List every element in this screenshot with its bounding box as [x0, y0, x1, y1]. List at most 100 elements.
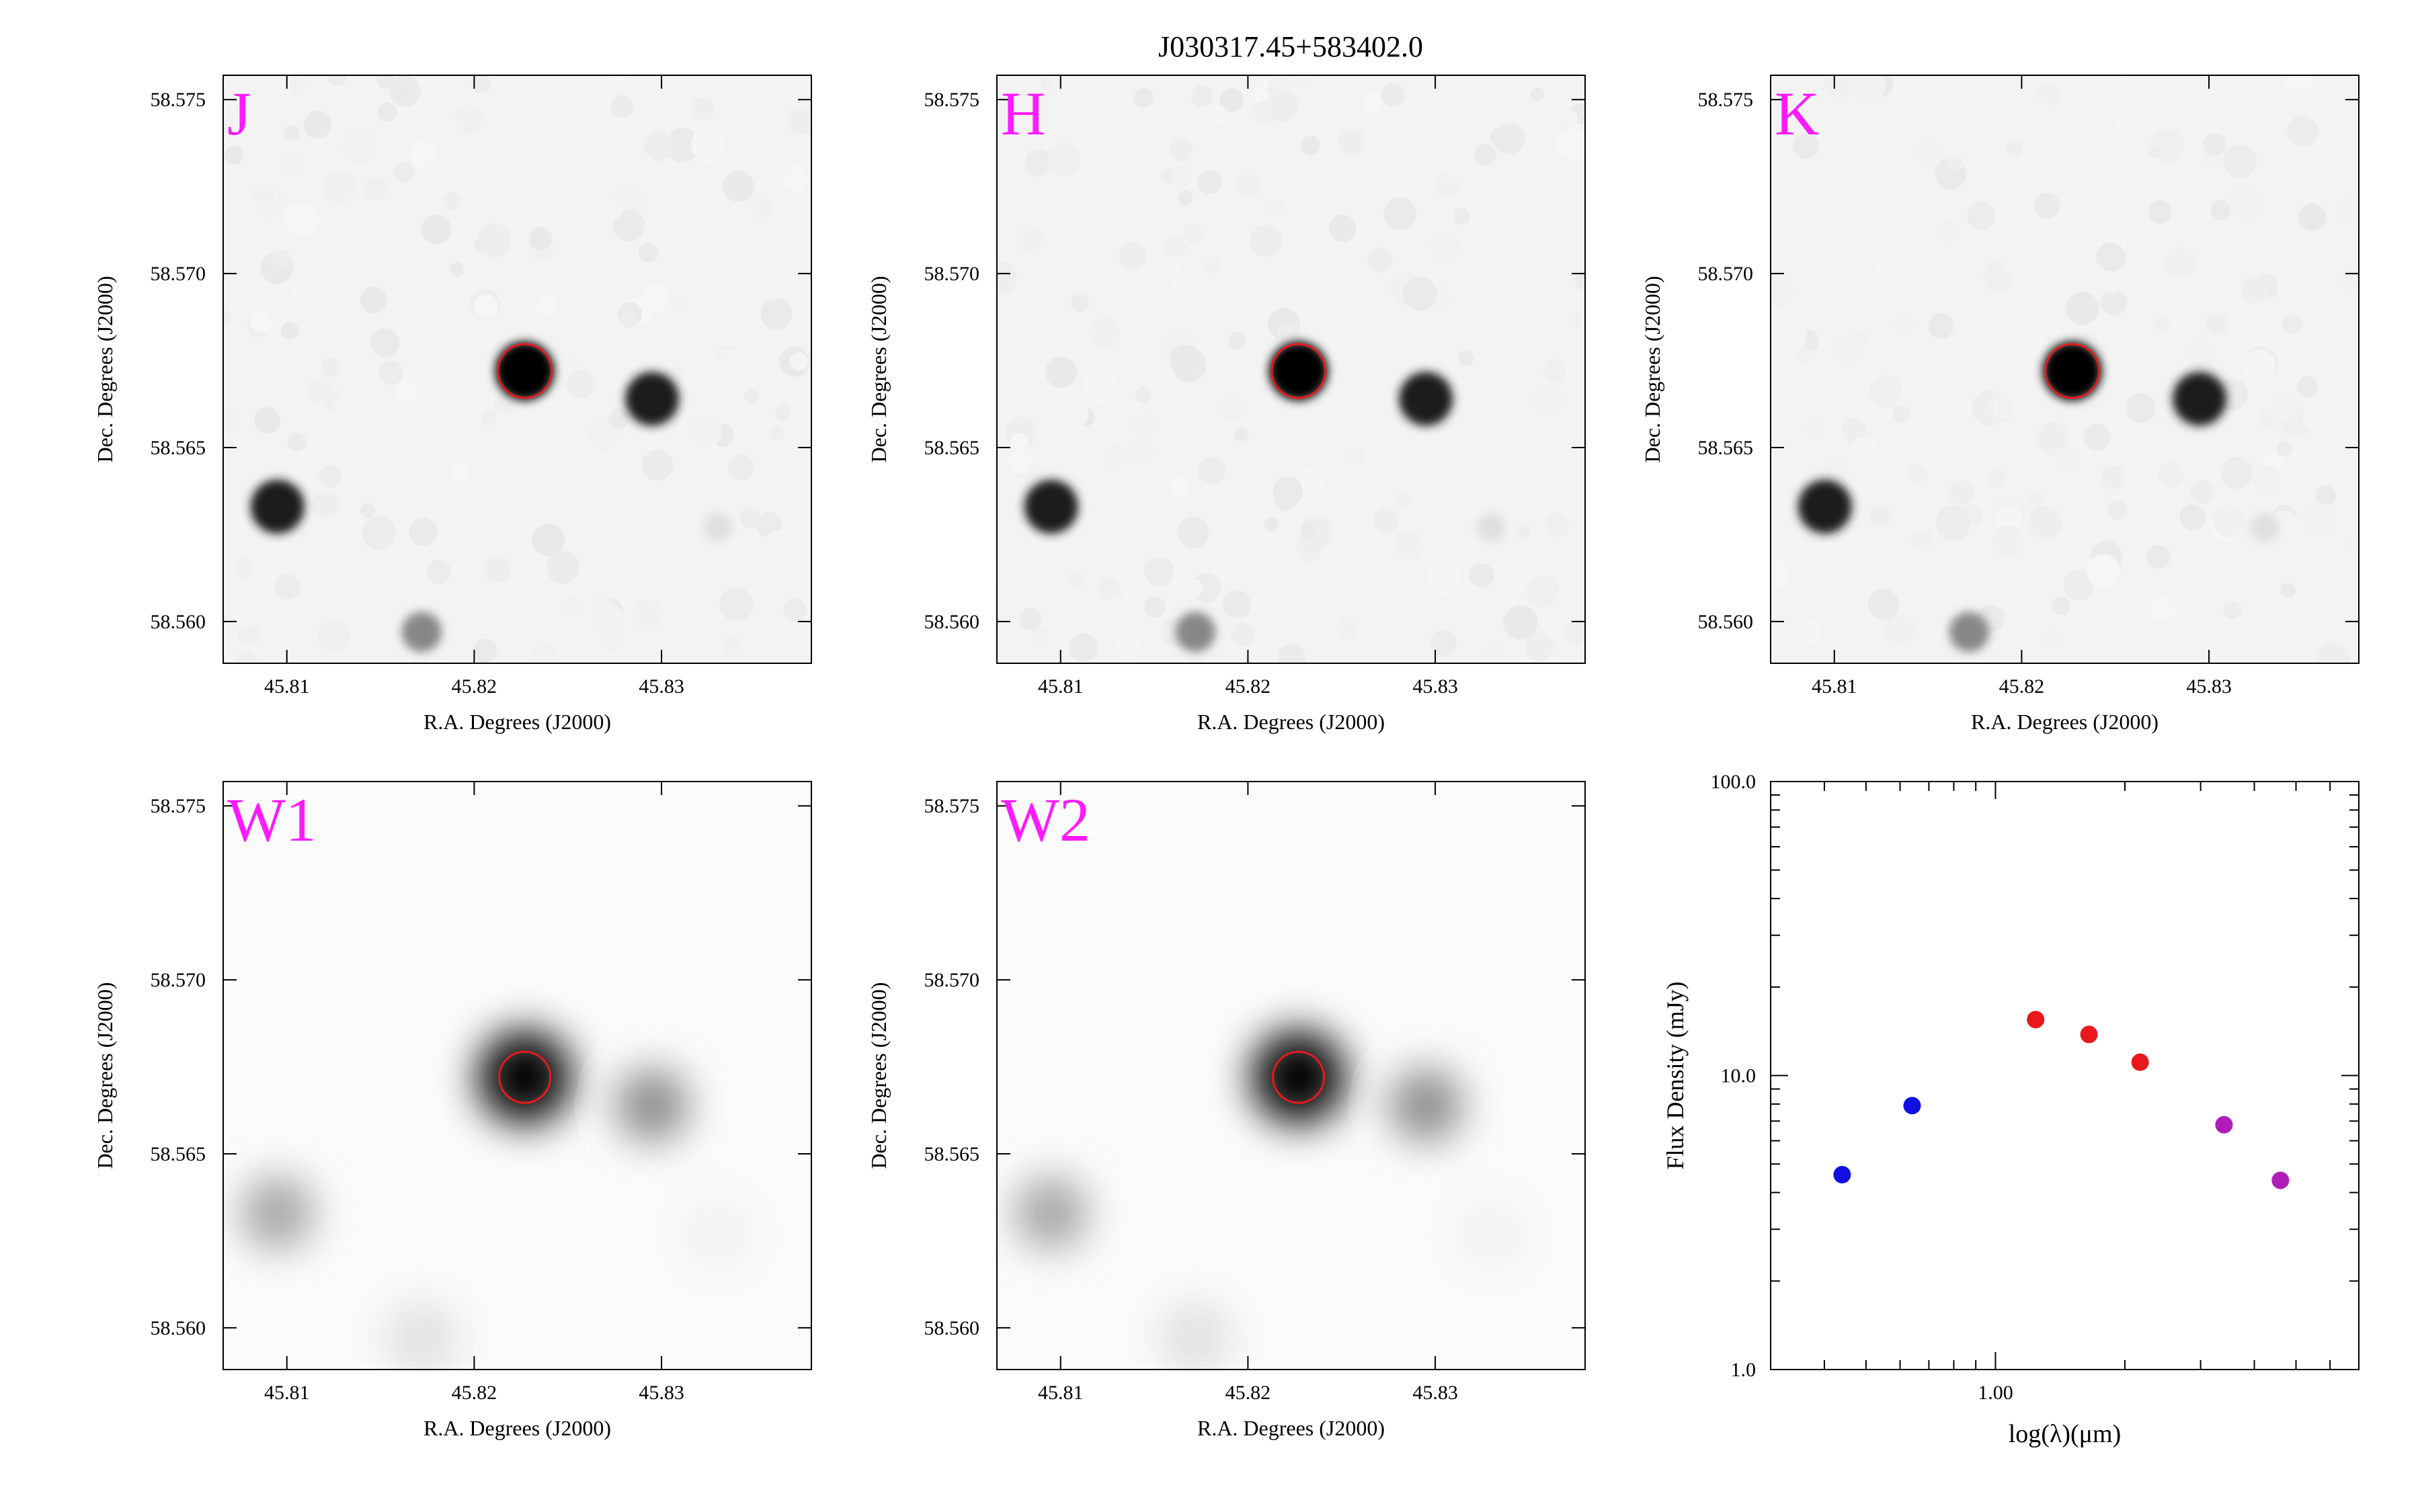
source: [1389, 1068, 1463, 1142]
sources-layer: [1024, 341, 1506, 653]
sed-frame: [1770, 781, 2360, 1370]
x-tick-label: 45.82: [452, 675, 497, 698]
y-axis-label: Flux Density (mJy): [1662, 981, 1689, 1169]
x-tick-label: 45.83: [639, 675, 684, 698]
noise-layer: [1771, 75, 2359, 663]
source: [1798, 479, 1852, 534]
y-tick-label: 58.575: [151, 795, 206, 817]
y-tick-label: 58.560: [151, 1317, 206, 1339]
source: [385, 1301, 459, 1370]
source: [1949, 612, 1990, 653]
y-axis-label: Dec. Degrees (J2000): [93, 276, 117, 462]
y-tick-label: 58.560: [924, 611, 980, 633]
data-point: [2215, 1116, 2233, 1134]
y-tick-label: 58.570: [924, 969, 980, 991]
band-label: W2: [1001, 786, 1090, 854]
target-marker: [1272, 1050, 1326, 1104]
x-tick-label: 45.82: [1225, 675, 1271, 698]
y-tick-label: 58.570: [924, 263, 980, 285]
x-tick-label: 45.81: [264, 1382, 310, 1404]
panel-frame: [223, 781, 812, 1370]
x-tick-label: 45.82: [452, 1382, 497, 1404]
image-field: [997, 75, 1585, 663]
y-tick-label: 58.575: [924, 89, 980, 111]
target-marker: [498, 1050, 552, 1104]
source: [625, 372, 680, 426]
band-label: H: [1001, 79, 1045, 148]
target-marker: [2044, 343, 2101, 399]
y-tick-label: 58.565: [151, 1143, 206, 1165]
source: [477, 1030, 572, 1125]
noise-layer: [997, 75, 1585, 663]
source: [1158, 1301, 1233, 1370]
source: [495, 341, 555, 401]
y-tick-label: 58.565: [1698, 437, 1754, 459]
target-marker: [1270, 343, 1327, 399]
source: [1251, 1030, 1346, 1125]
x-axis-label: log(λ)(μm): [2009, 1420, 2122, 1448]
panel-frame: [223, 75, 812, 664]
x-tick-label: 45.81: [264, 675, 310, 698]
data-point: [1903, 1097, 1921, 1115]
y-tick-label: 58.565: [924, 1143, 980, 1165]
band-label: W1: [227, 786, 317, 854]
panel-frame: [1770, 75, 2360, 664]
x-tick-label: 45.83: [639, 1382, 684, 1404]
y-tick-label: 58.570: [1698, 263, 1754, 285]
sources-layer: [1014, 1030, 1529, 1370]
source: [240, 1176, 315, 1251]
x-axis-label: R.A. Degrees (J2000): [424, 1416, 611, 1440]
x-tick-label: 45.83: [2186, 675, 2232, 698]
source: [2173, 372, 2227, 426]
y-tick-label: 10.0: [1721, 1065, 1757, 1087]
y-axis-label: Dec. Degrees (J2000): [1640, 276, 1664, 462]
panel-frame: [996, 781, 1586, 1370]
band-label: J: [227, 79, 251, 148]
y-axis-label: Dec. Degrees (J2000): [866, 276, 891, 462]
x-axis-label: R.A. Degrees (J2000): [1197, 710, 1385, 734]
image-panel-W2: 45.81 45.82 45.83 58.575 58.570 58.565 58.560 R…: [866, 781, 1586, 1440]
x-tick-label: 45.83: [1412, 675, 1458, 698]
y-tick-label: 58.560: [1698, 611, 1754, 633]
image-field: [223, 782, 811, 1370]
sed-plot: 1.00 1.0 10.0 100.0 log(λ)(μm) Flux Density (…: [1662, 771, 2360, 1448]
source: [1268, 341, 1328, 401]
y-tick-label: 58.570: [151, 969, 206, 991]
image-field: [223, 75, 811, 663]
image-field: [997, 782, 1585, 1370]
data-point: [1833, 1166, 1851, 1184]
target-marker: [497, 343, 553, 399]
x-tick-label: 45.81: [1038, 1382, 1084, 1404]
x-tick-label: 45.83: [1412, 1382, 1458, 1404]
x-axis-label: R.A. Degrees (J2000): [1197, 1416, 1385, 1440]
source: [401, 612, 442, 653]
noise-layer: [223, 75, 811, 663]
image-panel-K: 45.81 45.82 45.83 58.575 58.570 58.565 58.560 R…: [1640, 75, 2360, 734]
y-tick-label: 58.565: [924, 437, 980, 459]
source: [703, 513, 732, 542]
source: [1399, 372, 1453, 426]
y-tick-label: 58.560: [151, 611, 206, 633]
x-tick-label: 45.81: [1038, 675, 1084, 698]
sources-layer: [1798, 341, 2280, 653]
image-panel-J: 45.81 45.82 45.83 58.575 58.570 58.565 58.560 R…: [93, 75, 812, 734]
y-tick-label: 1.0: [1731, 1359, 1757, 1381]
source: [1477, 513, 1506, 542]
y-tick-label: 58.560: [924, 1317, 980, 1339]
source: [250, 479, 305, 534]
image-field: [1771, 75, 2359, 663]
x-axis-label: R.A. Degrees (J2000): [1971, 710, 2159, 734]
source: [2042, 341, 2102, 401]
source: [1175, 612, 1216, 653]
panel-frame: [996, 75, 1586, 664]
y-tick-label: 58.575: [151, 89, 206, 111]
y-tick-label: 58.575: [924, 795, 980, 817]
x-tick-label: 1.00: [1978, 1382, 2013, 1404]
x-tick-label: 45.82: [1999, 675, 2045, 698]
image-panel-H: 45.81 45.82 45.83 58.575 58.570 58.565 58.560 R…: [866, 75, 1586, 734]
source: [1024, 479, 1078, 534]
image-panel-W1: 45.81 45.82 45.83 58.575 58.570 58.565 58.560 R…: [93, 781, 812, 1440]
x-tick-label: 45.81: [1812, 675, 1857, 698]
sed-series-2: [2215, 1116, 2290, 1189]
